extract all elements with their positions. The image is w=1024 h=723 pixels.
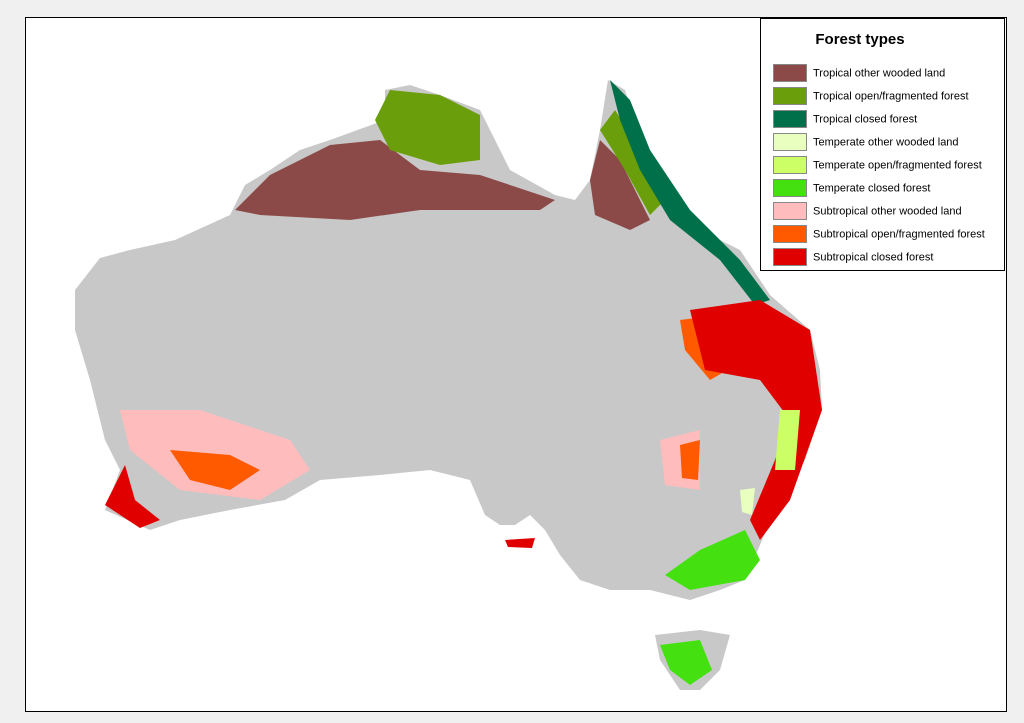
forest-region — [775, 410, 800, 470]
forest-region — [590, 140, 650, 230]
legend-label: Tropical other wooded land — [813, 67, 945, 79]
legend-swatch — [773, 179, 807, 197]
forest-region — [740, 488, 755, 515]
legend-swatch — [773, 156, 807, 174]
legend: Forest types Tropical other wooded land T… — [760, 18, 1005, 271]
legend-label: Temperate other wooded land — [813, 136, 959, 148]
forest-region — [690, 300, 822, 540]
forest-region — [235, 140, 555, 220]
forest-region — [600, 110, 665, 215]
forest-region — [660, 640, 712, 685]
legend-swatch — [773, 87, 807, 105]
legend-label: Tropical closed forest — [813, 113, 917, 125]
legend-label: Subtropical closed forest — [813, 251, 933, 263]
forest-region — [610, 80, 770, 305]
legend-label: Temperate open/fragmented forest — [813, 159, 982, 171]
forest-region — [665, 530, 760, 590]
forest-region — [680, 440, 700, 480]
legend-swatch — [773, 133, 807, 151]
forest-region — [375, 90, 480, 165]
map — [75, 80, 822, 690]
legend-swatch — [773, 110, 807, 128]
forest-region — [105, 465, 160, 528]
forest-region — [505, 538, 535, 548]
legend-swatch — [773, 225, 807, 243]
legend-label: Subtropical open/fragmented forest — [813, 228, 985, 240]
legend-swatch — [773, 202, 807, 220]
legend-label: Subtropical other wooded land — [813, 205, 962, 217]
forest-region — [170, 450, 260, 490]
legend-label: Tropical open/fragmented forest — [813, 90, 969, 102]
legend-title: Forest types — [815, 31, 904, 48]
legend-swatch — [773, 248, 807, 266]
legend-swatch — [773, 64, 807, 82]
legend-label: Temperate closed forest — [813, 182, 930, 194]
